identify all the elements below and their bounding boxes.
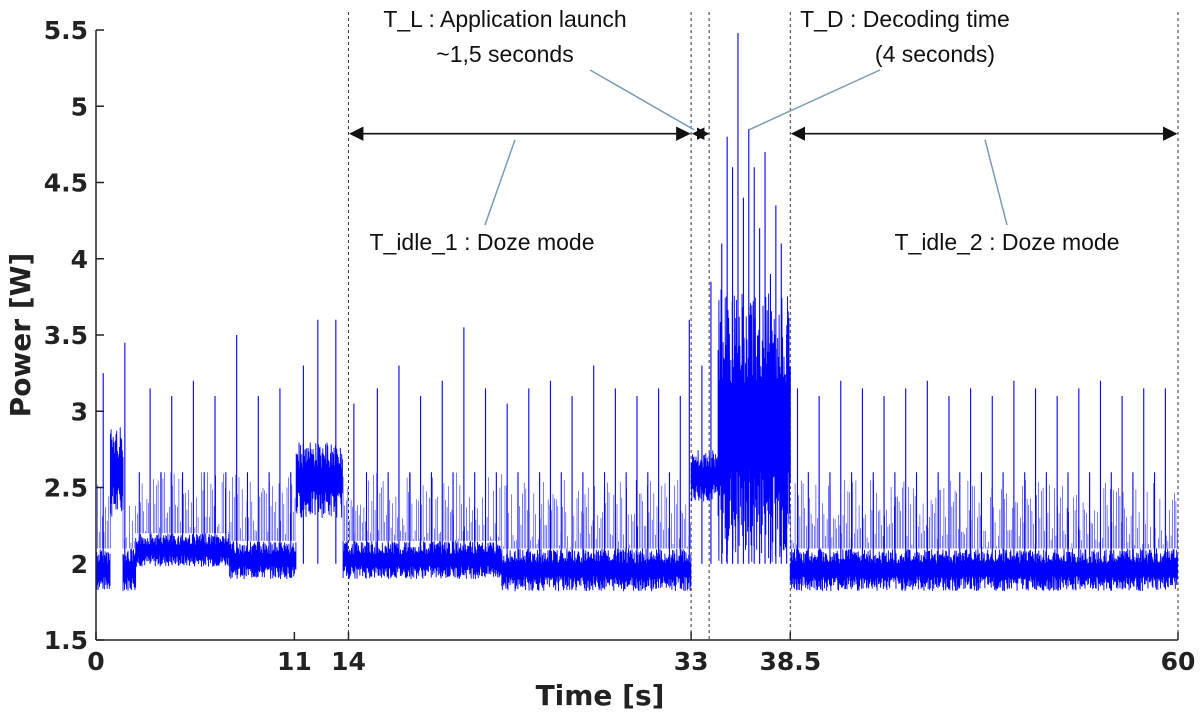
t-l-pointer	[589, 69, 695, 131]
t-d-label-line2: (4 seconds)	[875, 41, 995, 67]
x-tick-label: 11	[277, 647, 312, 676]
y-tick-label: 1.5	[44, 626, 88, 655]
series-baseline-segment	[690, 450, 719, 502]
power-series	[95, 33, 1178, 592]
series-noise-fringe	[790, 480, 1178, 549]
dashed-markers	[347, 12, 1179, 640]
series-noise-fringe	[135, 472, 229, 534]
series-baseline-segment	[122, 548, 137, 592]
y-tick-label: 4	[71, 245, 88, 274]
x-tick-label: 38.5	[759, 647, 821, 676]
series-baseline-segment	[109, 427, 124, 517]
t-l-label-line1: T_L : Application launch	[383, 6, 626, 32]
annotations: T_L : Application launch ~1,5 seconds T_D …	[349, 6, 1178, 255]
t-d-label-line1: T_D : Decoding time	[800, 6, 1010, 32]
y-tick-label: 2	[71, 550, 88, 579]
x-tick-label: 60	[1161, 647, 1196, 676]
y-tick-label: 2.5	[44, 474, 88, 503]
axis-ticks: 1.5 2 2.5 3 3.5 4 4.5 5 5.5 0 11 14 33 38.5 60	[44, 16, 1196, 676]
t-idle-1-label: T_idle_1 : Doze mode	[369, 229, 594, 255]
y-tick-label: 5	[71, 92, 88, 121]
axes	[95, 30, 1178, 641]
series-baseline-segment	[342, 540, 502, 580]
series-baseline-segment	[501, 548, 692, 592]
y-axis-title: Power [W]	[4, 253, 37, 418]
series-noise-fringe	[229, 474, 296, 541]
t-idle-2-pointer	[984, 139, 1008, 226]
t-l-label-line2: ~1,5 seconds	[436, 41, 573, 67]
y-tick-label: 5.5	[44, 16, 88, 45]
x-tick-label: 0	[87, 647, 104, 676]
y-tick-label: 3	[71, 397, 88, 426]
t-d-pointer	[748, 69, 881, 131]
series-noise-fringe	[501, 479, 691, 549]
t-idle-1-pointer	[484, 139, 516, 226]
series-baseline-segment	[95, 549, 111, 591]
series-baseline-segment	[789, 548, 1178, 592]
y-tick-label: 4.5	[44, 169, 88, 198]
t-idle-2-label: T_idle_2 : Doze mode	[894, 229, 1119, 255]
x-tick-label: 33	[674, 647, 709, 676]
series-baseline-segment	[228, 541, 297, 580]
x-tick-label: 14	[331, 647, 366, 676]
y-tick-label: 3.5	[44, 321, 88, 350]
x-axis-title: Time [s]	[536, 679, 665, 712]
